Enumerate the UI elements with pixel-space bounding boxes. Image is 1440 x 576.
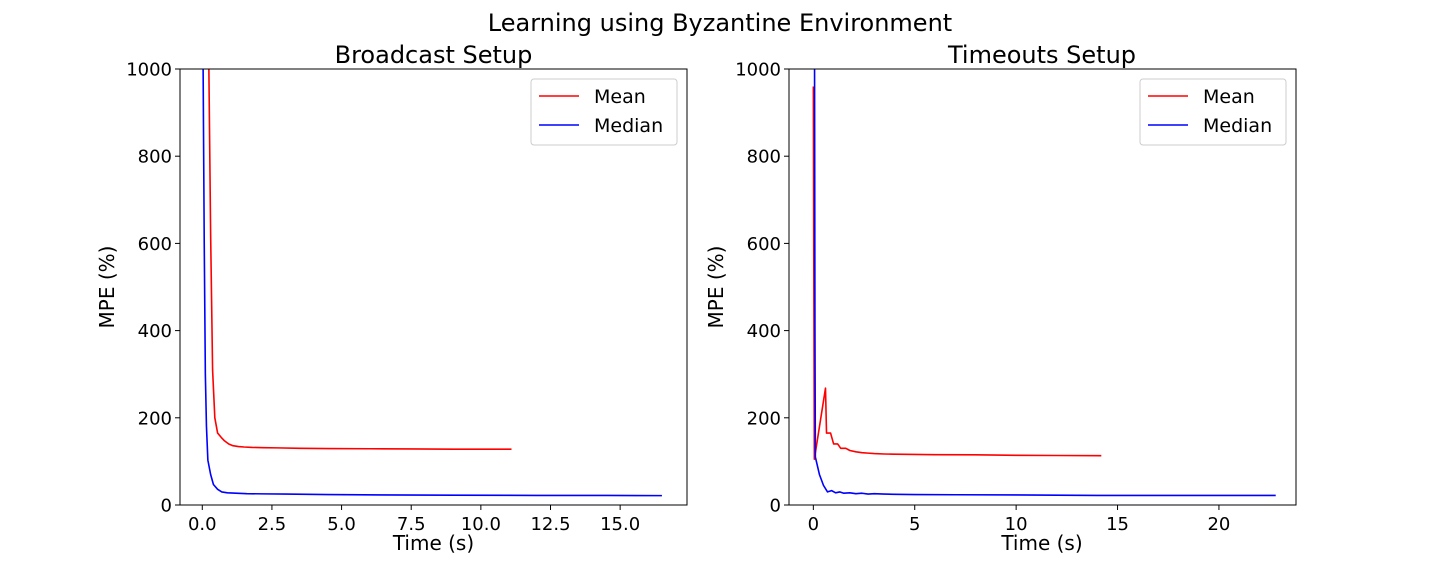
legend-label: Mean: [594, 86, 646, 108]
x-tick-label: 2.5: [258, 514, 287, 535]
chart-timeouts-setup: Timeouts Setup Time (s) MPE (%) 0 5 10 15 20…: [704, 41, 1297, 555]
y-tick-label: 800: [747, 147, 781, 168]
plot-frame: [788, 68, 1297, 506]
legend-label: Median: [1203, 115, 1272, 137]
y-tick-label: 400: [138, 321, 172, 342]
series-line-median: [202, 69, 662, 497]
plot-frame: [179, 68, 688, 506]
y-tick-label: 200: [747, 408, 781, 429]
x-tick-label: 0: [808, 514, 819, 535]
chart-title: Timeouts Setup: [947, 41, 1136, 69]
x-tick-label: 15: [1106, 514, 1129, 535]
x-tick-label: 10.0: [461, 514, 501, 535]
x-tick-label: 20: [1207, 514, 1230, 535]
y-tick-label: 400: [747, 321, 781, 342]
x-tick-label: 7.5: [397, 514, 426, 535]
x-tick-label: 12.5: [530, 514, 570, 535]
y-tick-label: 1000: [735, 60, 781, 81]
x-tick-label: 0.0: [188, 514, 217, 535]
y-axis-label: MPE (%): [95, 246, 119, 329]
legend-label: Mean: [1203, 86, 1255, 108]
figure-suptitle: Learning using Byzantine Environment: [488, 9, 952, 37]
chart-broadcast-setup: Broadcast Setup Time (s) MPE (%) 0.0 2.5 5…: [95, 41, 688, 555]
x-tick-label: 10: [1005, 514, 1028, 535]
y-tick-label: 1000: [126, 60, 172, 81]
x-tick-label: 5.0: [327, 514, 356, 535]
legend-label: Median: [594, 115, 663, 137]
y-tick-label: 800: [138, 147, 172, 168]
x-tick-label: 5: [909, 514, 920, 535]
series-line-median: [813, 69, 1276, 497]
x-tick-label: 15.0: [600, 514, 640, 535]
y-tick-label: 0: [161, 496, 172, 517]
y-tick-label: 600: [747, 234, 781, 255]
series-line-mean: [812, 86, 1102, 461]
y-tick-label: 600: [138, 234, 172, 255]
y-tick-label: 0: [770, 496, 781, 517]
y-tick-label: 200: [138, 408, 172, 429]
chart-title: Broadcast Setup: [335, 41, 533, 69]
x-axis-label: Time (s): [1000, 531, 1082, 555]
series-line-mean: [208, 69, 512, 450]
y-axis-label: MPE (%): [704, 246, 728, 329]
x-axis-label: Time (s): [392, 531, 474, 555]
